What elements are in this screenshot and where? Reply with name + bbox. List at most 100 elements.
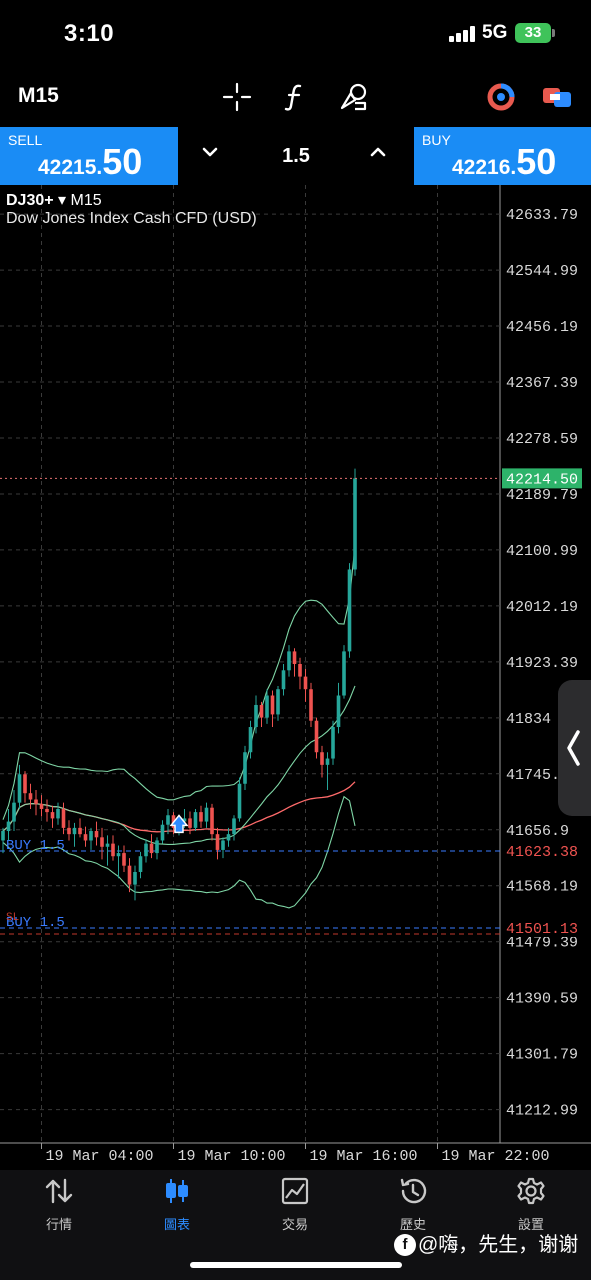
candle-body bbox=[237, 783, 242, 819]
candle-body bbox=[287, 651, 291, 671]
candle-body bbox=[270, 695, 275, 715]
candle-body bbox=[188, 818, 192, 828]
tab-label: 交易 bbox=[281, 1217, 308, 1232]
history-icon bbox=[400, 1178, 427, 1204]
candlestick-icon bbox=[166, 1179, 188, 1203]
function-icon[interactable] bbox=[278, 80, 312, 114]
tab-history[interactable]: 歷史 bbox=[354, 1170, 472, 1240]
candle-body bbox=[232, 818, 236, 835]
x-tick-label: 19 Mar 04:00 bbox=[46, 1148, 154, 1165]
candle-body bbox=[28, 793, 33, 800]
bollinger-upper-line bbox=[2, 545, 356, 820]
tab-trade[interactable]: 交易 bbox=[236, 1170, 354, 1240]
status-bar: 3:10 5G 33 bbox=[0, 0, 591, 70]
candle-body bbox=[111, 843, 115, 857]
crosshair-icon[interactable] bbox=[220, 80, 254, 114]
network-type: 5G bbox=[482, 22, 508, 43]
timeframe-pie-icon[interactable] bbox=[484, 80, 518, 114]
tab-settings[interactable]: 設置 bbox=[472, 1170, 590, 1240]
candle-body bbox=[149, 843, 154, 854]
buy-price: 42216.50 bbox=[452, 141, 557, 182]
candle-body bbox=[144, 843, 148, 857]
y-tick-label: 42012.19 bbox=[506, 599, 578, 616]
battery-icon: 33 bbox=[515, 23, 555, 43]
y-tick-label: 42633.79 bbox=[506, 207, 578, 224]
candle-body bbox=[298, 664, 302, 677]
candle-body bbox=[331, 727, 335, 759]
quotes-icon bbox=[45, 1178, 73, 1204]
chevron-left-icon bbox=[567, 730, 580, 766]
order-label: BUY 1.5 bbox=[6, 838, 65, 854]
candle-body bbox=[303, 676, 308, 690]
candle-body bbox=[100, 837, 104, 847]
candle-body bbox=[1, 831, 5, 841]
timeframe-button[interactable]: M15 bbox=[18, 84, 59, 107]
candle-body bbox=[265, 695, 269, 718]
stop-loss-label: SL bbox=[6, 912, 19, 924]
volume-decrease-icon[interactable] bbox=[200, 142, 220, 162]
candle-body bbox=[155, 840, 159, 854]
candle-body bbox=[210, 807, 214, 835]
y-tick-label: 42278.59 bbox=[506, 431, 578, 448]
buy-button[interactable]: BUY 42216.50 bbox=[414, 127, 591, 185]
sell-button[interactable]: SELL 42215.50 bbox=[0, 127, 178, 185]
current-price-box bbox=[502, 468, 582, 489]
order-price-label: 41623.38 bbox=[506, 844, 578, 861]
one-click-trade-bar: SELL 42215.50 1.5 BUY 42216.50 bbox=[0, 127, 591, 185]
candle-body bbox=[50, 812, 55, 819]
status-time: 3:10 bbox=[64, 20, 115, 47]
candle-body bbox=[215, 834, 220, 850]
candle-body bbox=[105, 843, 110, 847]
y-tick-label: 41834 bbox=[506, 711, 551, 728]
chart-type-icon[interactable] bbox=[540, 80, 574, 114]
bollinger-lower-line bbox=[2, 795, 356, 909]
candle-body bbox=[309, 689, 313, 721]
candle-body bbox=[226, 834, 231, 841]
side-panel-handle[interactable] bbox=[558, 680, 591, 816]
candle-body bbox=[342, 651, 346, 696]
order-label: BUY 1.5 bbox=[6, 915, 65, 931]
bottom-navigation: 行情 圖表 交易 歷史 設置 f @嗨，先生，谢谢 bbox=[0, 1170, 591, 1280]
sell-label: SELL bbox=[8, 132, 43, 148]
candle-body bbox=[122, 853, 126, 866]
buy-entry-arrow-icon bbox=[169, 814, 189, 834]
tab-label: 歷史 bbox=[399, 1217, 426, 1232]
objects-icon[interactable] bbox=[336, 80, 370, 114]
candle-body bbox=[116, 853, 121, 857]
tab-quotes[interactable]: 行情 bbox=[0, 1170, 118, 1240]
candle-body bbox=[89, 831, 93, 841]
candle-body bbox=[23, 774, 27, 794]
candle-body bbox=[12, 802, 16, 822]
chart-symbol[interactable]: DJ30+ ▾ M15 bbox=[6, 192, 102, 209]
candle-body bbox=[347, 569, 352, 652]
y-tick-label: 41301.79 bbox=[506, 1047, 578, 1064]
tab-label: 設置 bbox=[517, 1217, 544, 1232]
candle-body bbox=[61, 808, 66, 828]
volume-control: 1.5 bbox=[178, 127, 414, 185]
candle-body bbox=[34, 799, 38, 804]
chart-symbol-description: Dow Jones Index Cash CFD (USD) bbox=[6, 210, 257, 227]
tab-chart[interactable]: 圖表 bbox=[118, 1170, 236, 1240]
candle-body bbox=[138, 856, 143, 872]
volume-increase-icon[interactable] bbox=[368, 142, 388, 162]
y-tick-label: 41656.9 bbox=[506, 823, 569, 840]
candle-body bbox=[276, 689, 280, 715]
candle-body bbox=[193, 812, 198, 828]
chart-canvas[interactable]: 42633.79 42544.99 42456.19 42367.39 42278.59… bbox=[0, 185, 591, 1170]
candle-body bbox=[166, 815, 170, 825]
y-tick-label: 42189.79 bbox=[506, 487, 578, 504]
candle-body bbox=[325, 758, 330, 765]
candle-body bbox=[259, 704, 264, 718]
candle-body bbox=[56, 808, 60, 819]
volume-value[interactable]: 1.5 bbox=[282, 145, 310, 167]
signal-icon bbox=[449, 26, 477, 42]
candle-body bbox=[182, 818, 187, 822]
candle-body bbox=[17, 774, 22, 803]
candle-body bbox=[336, 695, 341, 728]
price-chart[interactable]: 42633.79 42544.99 42456.19 42367.39 42278.59… bbox=[0, 185, 591, 1170]
order-price-box bbox=[502, 918, 582, 937]
buy-label: BUY bbox=[422, 132, 451, 148]
y-tick-label: 42544.99 bbox=[506, 263, 578, 280]
candle-body bbox=[83, 834, 88, 841]
gear-icon bbox=[517, 1177, 545, 1205]
